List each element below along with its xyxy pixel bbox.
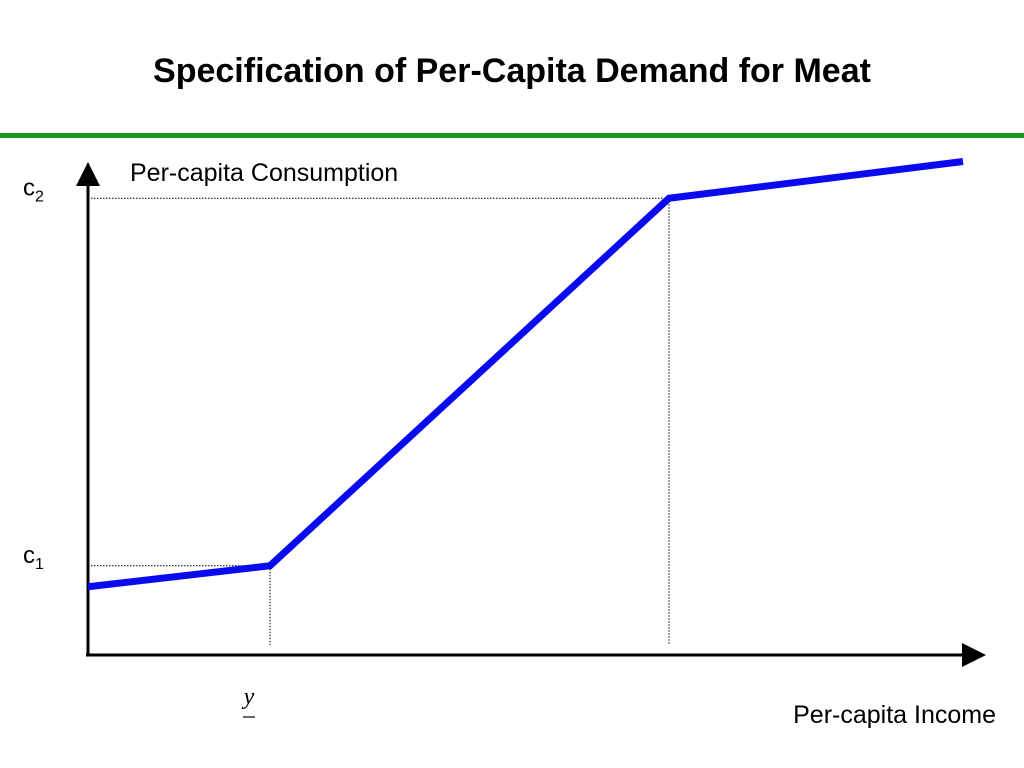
x-axis (86, 643, 986, 667)
x-axis-label: Per-capita Income (793, 701, 996, 729)
y-axis-arrow-icon (76, 162, 100, 186)
demand-series-line (87, 158, 964, 591)
x-tick-labels: y (242, 684, 255, 718)
y-tick-c1: c1 (23, 542, 44, 573)
series-group (87, 158, 964, 591)
y-tick-labels: c1 c2 (23, 174, 44, 573)
y-axis (76, 162, 100, 655)
y-axis-label: Per-capita Consumption (130, 159, 398, 187)
slide-title: Specification of Per-Capita Demand for M… (153, 52, 871, 90)
y-tick-c2: c2 (23, 174, 44, 205)
guide-lines (88, 197, 670, 645)
x-axis-arrow-icon (962, 643, 986, 667)
title-divider (0, 133, 1024, 138)
x-tick-y_lower: y (242, 684, 255, 710)
